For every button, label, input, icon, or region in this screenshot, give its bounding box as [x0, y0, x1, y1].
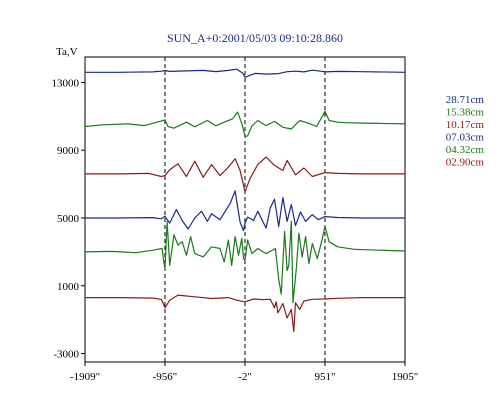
x-tick-label-1: -956" — [153, 371, 178, 383]
legend-entry-3: 07.03cm — [446, 132, 485, 144]
series-group — [84, 68, 406, 333]
chart-title: SUN_A+0:2001/05/03 09:10:28.860 — [167, 31, 343, 45]
series-line-07.03cm — [85, 190, 405, 232]
series-line-04.32cm — [84, 220, 406, 304]
y-axis-label: Ta,V — [56, 46, 78, 58]
x-tick-label-3: 951" — [314, 371, 335, 383]
y-tick-label-2: 5000 — [57, 213, 80, 225]
legend-entry-5: 02.90cm — [446, 157, 485, 169]
series-line-28.71cm — [85, 68, 406, 78]
x-tick-label-2: -2" — [238, 371, 252, 383]
y-tick-label-1: 9000 — [57, 145, 80, 157]
y-tick-label-3: 1000 — [57, 281, 80, 293]
x-axis: -1909" -956" -2" 951" 1905" — [70, 362, 418, 383]
legend-entry-1: 15.38cm — [446, 107, 485, 119]
y-tick-label-0: 13000 — [52, 77, 80, 89]
y-tick-label-4: -3000 — [53, 349, 79, 361]
series-line-15.38cm — [84, 110, 406, 138]
legend-entry-2: 10.17cm — [446, 119, 485, 131]
legend-entry-0: 28.71cm — [446, 94, 485, 106]
x-tick-label-0: -1909" — [70, 371, 100, 383]
legend-entry-4: 04.32cm — [446, 144, 485, 156]
y-axis: 13000 9000 5000 1000 -3000 — [52, 77, 85, 361]
legend: 28.71cm15.38cm10.17cm07.03cm04.32cm02.90… — [446, 94, 485, 169]
vertical-markers — [164, 57, 326, 362]
series-line-02.90cm — [85, 294, 405, 333]
x-tick-label-4: 1905" — [392, 371, 419, 383]
series-line-10.17cm — [85, 156, 405, 193]
